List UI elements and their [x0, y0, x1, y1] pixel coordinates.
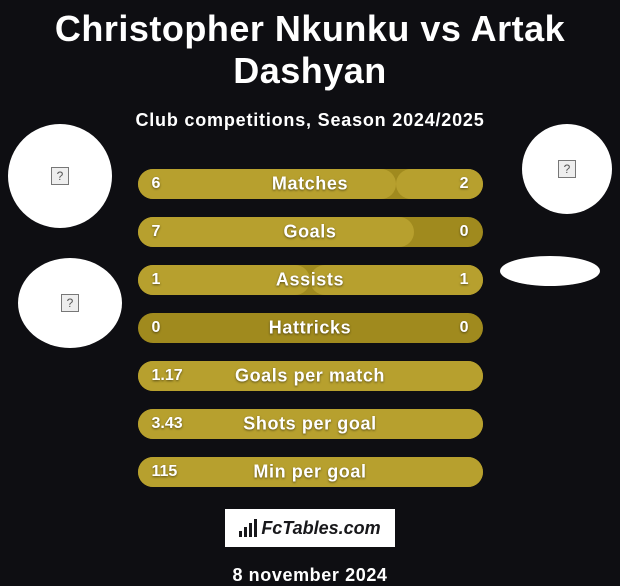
- stat-row: 6 Matches 2: [138, 169, 483, 199]
- stat-fill-left: [138, 169, 397, 199]
- stat-value-left: 115: [152, 463, 178, 481]
- stat-label: Min per goal: [253, 462, 366, 483]
- stat-row: 7 Goals 0: [138, 217, 483, 247]
- image-placeholder-icon: ?: [558, 160, 576, 178]
- stat-fill-right: [396, 169, 482, 199]
- player1-avatar-circle: ?: [8, 124, 112, 228]
- stat-value-left: 6: [152, 175, 161, 193]
- stat-value-left: 0: [152, 319, 161, 337]
- stat-value-left: 1: [152, 271, 161, 289]
- player2-avatar-circle: ?: [522, 124, 612, 214]
- logo-label: FcTables.com: [261, 518, 380, 539]
- stat-row: 0 Hattricks 0: [138, 313, 483, 343]
- stat-row: 1.17 Goals per match: [138, 361, 483, 391]
- stat-label: Goals: [283, 222, 336, 243]
- stat-value-right: 0: [460, 319, 469, 337]
- stat-row: 115 Min per goal: [138, 457, 483, 487]
- stat-value-left: 7: [152, 223, 161, 241]
- stat-row: 1 Assists 1: [138, 265, 483, 295]
- stat-value-right: 1: [460, 271, 469, 289]
- image-placeholder-icon: ?: [61, 294, 79, 312]
- stat-value-left: 1.17: [152, 367, 183, 385]
- stat-fill-left: [138, 217, 414, 247]
- chart-icon: [239, 519, 257, 537]
- stats-bars: 6 Matches 2 7 Goals 0 1 Assists 1 0 Hatt…: [138, 169, 483, 487]
- page-title: Christopher Nkunku vs Artak Dashyan: [0, 0, 620, 92]
- page-subtitle: Club competitions, Season 2024/2025: [0, 110, 620, 131]
- image-placeholder-icon: ?: [51, 167, 69, 185]
- stat-label: Hattricks: [269, 318, 351, 339]
- stat-label: Matches: [272, 174, 348, 195]
- stat-value-right: 2: [460, 175, 469, 193]
- player1-club-circle: ?: [18, 258, 122, 348]
- stat-value-right: 0: [460, 223, 469, 241]
- stat-row: 3.43 Shots per goal: [138, 409, 483, 439]
- stat-label: Goals per match: [235, 366, 385, 387]
- player2-club-ellipse: [500, 256, 600, 286]
- stat-value-left: 3.43: [152, 415, 183, 433]
- fctables-logo: FcTables.com: [225, 509, 395, 547]
- stat-label: Assists: [276, 270, 344, 291]
- date-label: 8 november 2024: [0, 565, 620, 586]
- fctables-logo-text: FcTables.com: [239, 518, 380, 539]
- stat-label: Shots per goal: [243, 414, 376, 435]
